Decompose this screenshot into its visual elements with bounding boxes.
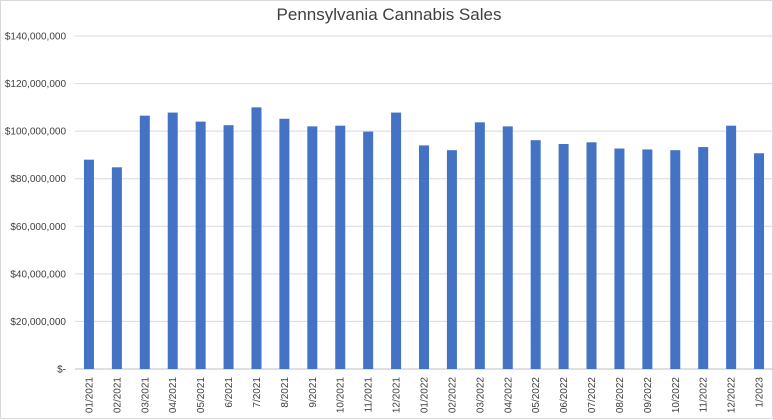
x-tick-label: 01/2021	[84, 377, 95, 414]
x-tick-label: 05/2022	[531, 377, 542, 414]
bar	[754, 153, 765, 369]
y-tick-label: $140,000,000	[5, 32, 67, 43]
bar	[335, 125, 346, 369]
x-tick-label: 11/2022	[699, 377, 710, 413]
y-tick-label: $20,000,000	[10, 317, 66, 328]
bar	[251, 107, 262, 369]
bar	[111, 167, 122, 369]
bar	[726, 125, 737, 369]
bar	[419, 145, 429, 369]
y-tick-label: $-	[57, 365, 66, 376]
chart-title: Pennsylvania Cannabis Sales	[277, 5, 502, 24]
bar	[279, 118, 290, 369]
bar	[195, 121, 206, 369]
x-tick-label: 8/2021	[280, 377, 291, 408]
x-tick-label: 10/2021	[336, 377, 347, 414]
x-tick-label: 01/2022	[420, 377, 431, 414]
x-axis-tick-labels: 01/2021 02/2021 03/2021 04/2021 05/2021 6/202…	[84, 377, 765, 414]
y-tick-label: $80,000,000	[10, 174, 66, 185]
bars	[83, 107, 765, 370]
y-tick-label: $100,000,000	[5, 127, 67, 138]
x-tick-label: 02/2022	[447, 377, 458, 414]
bar	[139, 115, 150, 369]
x-tick-label: 1/2023	[755, 377, 766, 408]
bar	[586, 142, 597, 369]
bar	[391, 112, 402, 369]
bar	[670, 150, 681, 369]
x-tick-label: 03/2021	[140, 377, 151, 414]
bar	[446, 150, 457, 369]
x-tick-label: 9/2021	[308, 377, 319, 408]
x-tick-label: 04/2022	[503, 377, 514, 414]
x-tick-label: 12/2022	[727, 377, 738, 414]
y-tick-label: $40,000,000	[10, 269, 66, 280]
y-tick-label: $120,000,000	[5, 79, 67, 90]
bar	[558, 143, 569, 369]
bar	[307, 126, 318, 369]
x-tick-label: 06/2022	[559, 377, 570, 414]
y-axis-tick-labels: $- $20,000,000 $40,000,000 $60,000,000 $80,0…	[5, 32, 67, 376]
x-tick-label: 11/2021	[364, 377, 375, 413]
bar	[502, 126, 513, 369]
x-tick-label: 07/2022	[587, 377, 598, 414]
x-tick-label: 03/2022	[475, 377, 486, 414]
bar	[474, 122, 485, 370]
x-tick-label: 04/2021	[168, 377, 179, 414]
x-tick-label: 12/2021	[392, 377, 403, 414]
bar	[530, 140, 541, 369]
x-tick-label: 09/2022	[643, 377, 654, 414]
bar	[642, 149, 653, 369]
x-tick-label: 7/2021	[252, 377, 263, 408]
x-tick-label: 6/2021	[224, 377, 235, 408]
bar	[698, 147, 709, 369]
bar	[223, 125, 234, 369]
x-tick-label: 10/2022	[671, 377, 682, 414]
x-tick-label: 08/2022	[615, 377, 626, 414]
y-tick-label: $60,000,000	[10, 222, 66, 233]
bar	[363, 131, 374, 369]
bar	[167, 112, 178, 369]
x-tick-label: 02/2021	[112, 377, 123, 414]
x-tick-label: 05/2021	[196, 377, 207, 414]
bar	[83, 159, 94, 369]
bar	[614, 148, 625, 369]
